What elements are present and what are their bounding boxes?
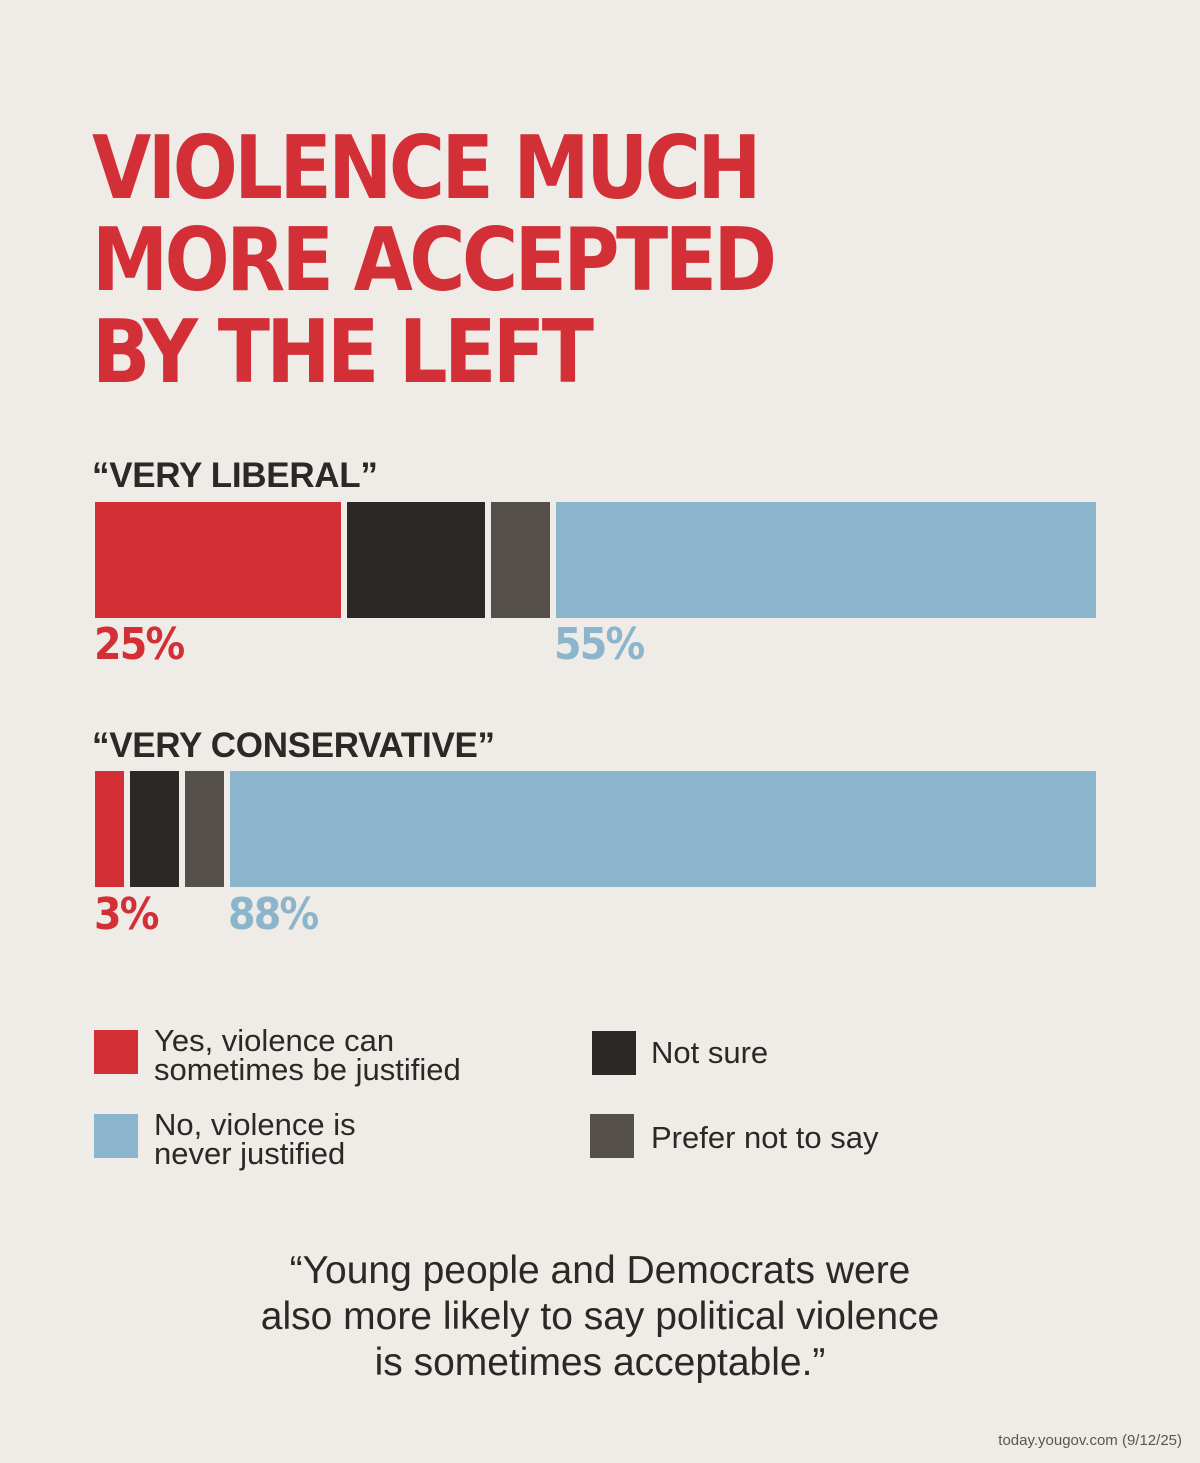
legend-swatch-not-sure-icon — [592, 1031, 636, 1075]
title-line: MORE ACCEPTED — [92, 209, 777, 311]
bar-segment-no-very-conservative — [230, 771, 1096, 887]
bar-segment-not-sure-very-liberal — [347, 502, 485, 618]
legend-swatch-yes-icon — [94, 1030, 138, 1074]
legend-label-yes: Yes, violence can sometimes be justified — [154, 1023, 461, 1087]
legend-line: sometimes be justified — [154, 1052, 461, 1087]
bar-row-very-liberal — [95, 502, 1096, 618]
quote-line: also more likely to say political violen… — [260, 1295, 940, 1338]
quote-line: is sometimes acceptable.” — [374, 1341, 826, 1384]
bar-segment-no-very-liberal — [556, 502, 1096, 618]
title-line: VIOLENCE MUCH — [92, 117, 762, 219]
data-label-no-liberal: 55% — [554, 619, 645, 670]
legend-swatch-prefer-not-icon — [590, 1114, 634, 1158]
group-label-very-conservative: “VERY CONSERVATIVE” — [92, 726, 495, 765]
legend-label-no: No, violence is never justified — [154, 1107, 356, 1171]
legend-line: No, violence is — [154, 1107, 356, 1142]
legend-line: Yes, violence can — [154, 1023, 395, 1058]
legend-label-prefer-not: Prefer not to say — [651, 1120, 879, 1155]
quote: “Young people and Democrats were also mo… — [150, 1248, 1050, 1386]
legend-line: Prefer not to say — [651, 1120, 879, 1155]
bar-segment-prefer-not-very-conservative — [185, 771, 224, 887]
bar-row-very-conservative — [95, 771, 1096, 887]
group-label-very-liberal: “VERY LIBERAL” — [92, 456, 378, 495]
data-label-yes-liberal: 25% — [94, 619, 185, 670]
bar-segment-yes-very-conservative — [95, 771, 124, 887]
source-credit: today.yougov.com (9/12/25) — [998, 1432, 1182, 1449]
quote-line: “Young people and Democrats were — [289, 1249, 911, 1292]
chart-title: VIOLENCE MUCH MORE ACCEPTED BY THE LEFT — [92, 122, 884, 398]
bar-segment-yes-very-liberal — [95, 502, 341, 618]
legend-line: never justified — [154, 1136, 346, 1171]
title-line: BY THE LEFT — [92, 301, 594, 403]
legend-swatch-no-icon — [94, 1114, 138, 1158]
data-label-yes-conservative: 3% — [94, 889, 159, 940]
legend-line: Not sure — [651, 1035, 769, 1070]
data-label-no-conservative: 88% — [228, 889, 319, 940]
bar-segment-not-sure-very-conservative — [130, 771, 179, 887]
legend-label-not-sure: Not sure — [651, 1035, 769, 1070]
bar-segment-prefer-not-very-liberal — [491, 502, 550, 618]
